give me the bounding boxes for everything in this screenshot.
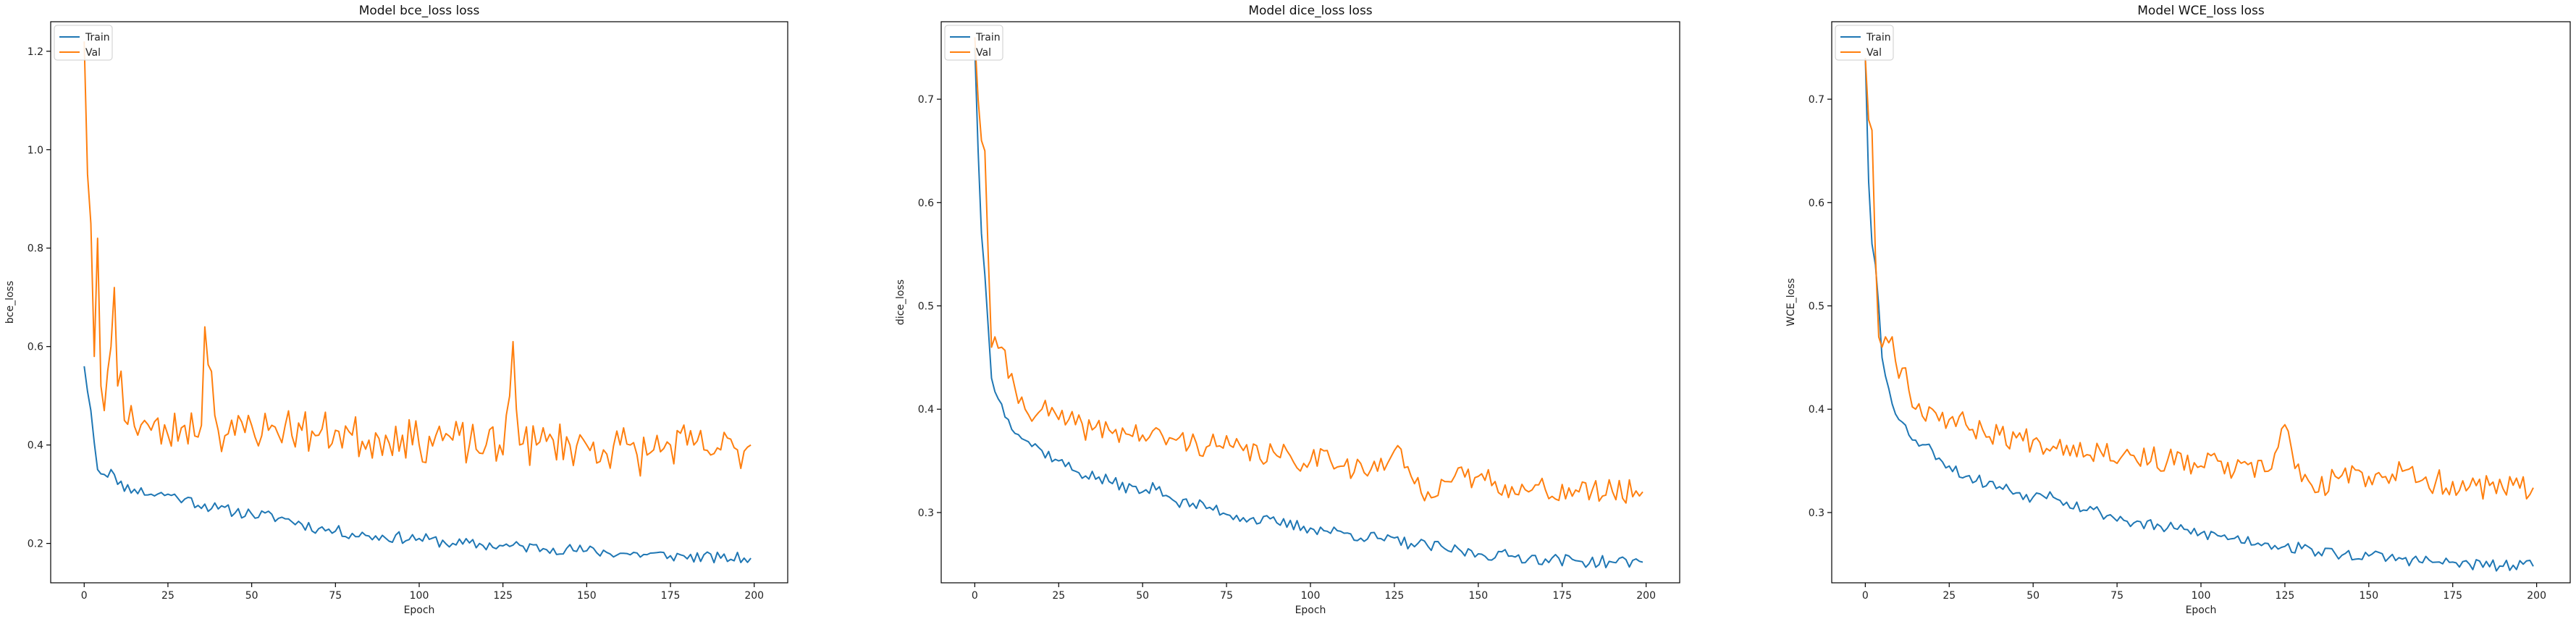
y-tick-label: 0.3 (1809, 508, 1824, 519)
legend-label-val: Val (976, 47, 991, 59)
plot-frame (1831, 21, 2571, 584)
x-tick-label: 0 (972, 590, 978, 602)
x-tick-label: 25 (1052, 590, 1065, 602)
x-tick-label: 150 (577, 590, 597, 602)
y-tick-label: 0.6 (1809, 198, 1824, 209)
chart-title: Model WCE_loss loss (2137, 4, 2265, 18)
x-tick-label: 200 (2527, 590, 2546, 602)
chart-1: Model bce_loss loss 0 25 50 75 100 125 150 175 20… (4, 4, 788, 616)
y-tick-label: 0.5 (918, 300, 934, 312)
x-tick-label: 50 (245, 590, 258, 602)
y-axis-label: WCE_loss (1785, 278, 1797, 327)
x-tick-label: 0 (81, 590, 88, 602)
plot-frame (940, 21, 1680, 584)
legend-label-train: Train (975, 32, 1001, 43)
y-tick-label: 0.8 (28, 243, 43, 255)
x-tick-label: 200 (1636, 590, 1656, 602)
series-line-val (83, 41, 752, 477)
y-tick-label: 0.4 (918, 404, 934, 416)
x-tick-label: 25 (1942, 590, 1956, 602)
legend: Train Val (1835, 25, 1894, 61)
legend-label-val: Val (1866, 47, 1882, 59)
y-tick-label: 0.6 (918, 198, 934, 209)
x-axis-label: Epoch (1295, 605, 1326, 616)
x-axis-label: Epoch (2186, 605, 2217, 616)
x-tick-label: 150 (1468, 590, 1488, 602)
y-tick-label: 0.4 (1809, 404, 1824, 416)
x-tick-label: 100 (2192, 590, 2211, 602)
series-line-train (83, 366, 752, 564)
y-tick-label: 0.7 (918, 94, 934, 106)
x-tick-label: 100 (1301, 590, 1321, 602)
chart-title: Model bce_loss loss (359, 4, 480, 18)
chart-title: Model dice_loss loss (1248, 4, 1372, 18)
legend: Train Val (944, 25, 1003, 61)
legend-label-train: Train (85, 32, 110, 43)
y-tick-label: 0.5 (1809, 300, 1824, 312)
x-tick-label: 50 (2026, 590, 2040, 602)
series-line-train (1864, 57, 2534, 572)
series-line-val (974, 37, 1643, 504)
y-tick-label: 0.4 (28, 440, 43, 452)
x-tick-label: 175 (1552, 590, 1572, 602)
legend: Train Val (54, 25, 113, 61)
x-tick-label: 125 (1385, 590, 1405, 602)
chart-3: Model WCE_loss loss 0 25 50 75 100 125 150 175 20… (1785, 4, 2571, 616)
y-axis-label: dice_loss (895, 279, 906, 325)
y-tick-label: 1.0 (28, 145, 43, 156)
y-tick-label: 1.2 (28, 46, 43, 58)
series-line-val (1864, 57, 2534, 500)
x-tick-label: 150 (2359, 590, 2378, 602)
y-tick-label: 0.3 (918, 508, 934, 519)
x-tick-label: 75 (329, 590, 342, 602)
x-tick-label: 125 (493, 590, 513, 602)
chart-2: Model dice_loss loss 0 25 50 75 100 125 150 175 2… (895, 4, 1680, 616)
x-tick-label: 75 (2110, 590, 2123, 602)
y-tick-label: 0.7 (1809, 94, 1824, 106)
x-tick-label: 175 (2443, 590, 2462, 602)
y-tick-label: 0.2 (28, 539, 43, 550)
legend-label-train: Train (1866, 32, 1891, 43)
x-tick-label: 75 (1220, 590, 1233, 602)
x-tick-label: 200 (744, 590, 764, 602)
y-axis-label: bce_loss (4, 281, 16, 324)
x-tick-label: 175 (661, 590, 681, 602)
x-axis-label: Epoch (404, 605, 435, 616)
x-tick-label: 50 (1136, 590, 1149, 602)
plot-frame (50, 21, 788, 584)
x-tick-label: 25 (161, 590, 174, 602)
x-tick-label: 100 (410, 590, 429, 602)
x-tick-label: 0 (1862, 590, 1869, 602)
y-tick-label: 0.6 (28, 342, 43, 353)
series-line-train (974, 47, 1643, 568)
x-tick-label: 125 (2276, 590, 2295, 602)
legend-label-val: Val (85, 47, 101, 59)
